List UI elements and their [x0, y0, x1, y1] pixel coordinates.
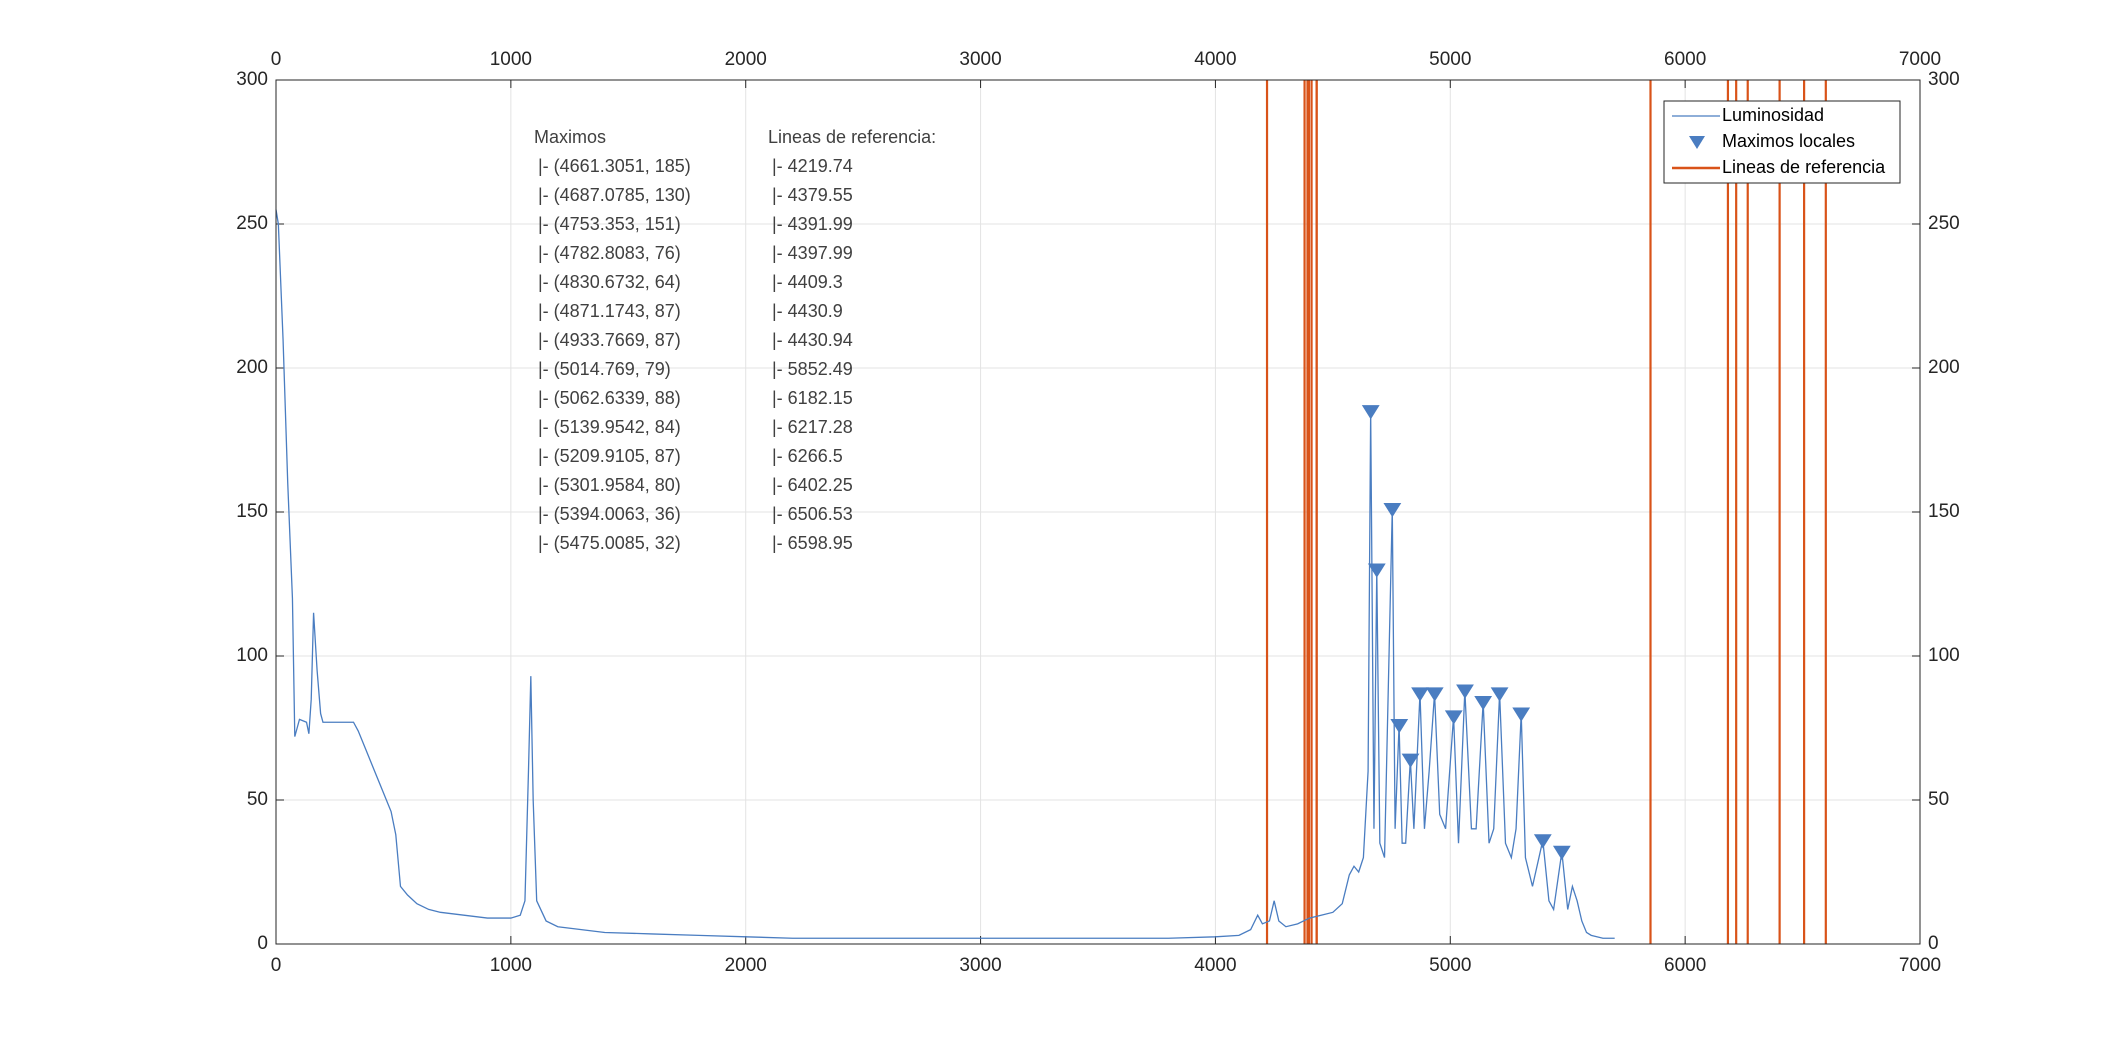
- max-marker: [1361, 405, 1380, 420]
- x-tick-label-top: 4000: [1194, 49, 1236, 70]
- x-tick-label: 3000: [959, 955, 1001, 976]
- x-tick-label: 4000: [1194, 955, 1236, 976]
- x-tick-label-top: 6000: [1664, 49, 1706, 70]
- y-tick-label-right: 150: [1928, 501, 1960, 522]
- legend-marker: [1689, 136, 1705, 149]
- annotation-line: |- (4753.353, 151): [538, 214, 681, 234]
- annotation-line: |- (4871.1743, 87): [538, 301, 681, 321]
- x-tick-label: 6000: [1664, 955, 1706, 976]
- annotation-line: |- (5062.6339, 88): [538, 388, 681, 408]
- x-tick-label: 0: [271, 955, 282, 976]
- legend-label: Lineas de referencia: [1722, 157, 1886, 177]
- annotation-line: |- 5852.49: [772, 359, 853, 379]
- y-tick-label: 100: [236, 645, 268, 666]
- y-tick-label: 250: [236, 213, 268, 234]
- annotation-line: |- 4391.99: [772, 214, 853, 234]
- max-marker: [1390, 719, 1409, 734]
- y-tick-label: 200: [236, 357, 268, 378]
- axes-box: [275, 79, 1921, 945]
- annotation-line: |- (4687.0785, 130): [538, 185, 691, 205]
- annotation-line: |- (5209.9105, 87): [538, 446, 681, 466]
- x-tick-label-top: 0: [271, 49, 282, 70]
- annotation-line: |- 4409.3: [772, 272, 843, 292]
- annotation-line: |- 6266.5: [772, 446, 843, 466]
- y-tick-label-right: 50: [1928, 789, 1949, 810]
- annotation-line: |- (5301.9584, 80): [538, 475, 681, 495]
- y-tick-label: 0: [257, 933, 268, 954]
- max-marker: [1444, 710, 1463, 725]
- annotation-line: |- 4430.94: [772, 330, 853, 350]
- max-marker: [1474, 695, 1493, 711]
- y-tick-label: 50: [247, 789, 268, 810]
- annotation-line: |- 6598.95: [772, 533, 853, 553]
- max-marker: [1490, 687, 1509, 702]
- annotation-line: |- 4430.9: [772, 301, 843, 321]
- annotation-line: |- (4830.6732, 64): [538, 272, 681, 292]
- max-marker: [1411, 687, 1429, 702]
- annotation-line: |- (5139.9542, 84): [538, 417, 681, 437]
- max-marker: [1512, 707, 1531, 722]
- annotation-line: |- (5475.0085, 32): [538, 533, 681, 553]
- max-marker: [1425, 687, 1444, 702]
- max-marker: [1533, 834, 1552, 849]
- y-tick-label-right: 250: [1928, 213, 1960, 234]
- max-marker: [1401, 753, 1420, 768]
- annotation-line: |- (5394.0063, 36): [538, 504, 681, 524]
- annotation-line: |- 4219.74: [772, 156, 853, 176]
- annotation-line: |- 6506.53: [772, 504, 853, 524]
- x-tick-label: 7000: [1899, 955, 1941, 976]
- annotation-line: |- 4379.55: [772, 185, 853, 205]
- x-tick-label-top: 5000: [1429, 49, 1471, 70]
- max-marker: [1456, 684, 1474, 699]
- annotation-line: |- (4661.3051, 185): [538, 156, 691, 176]
- x-tick-label-top: 2000: [725, 49, 767, 70]
- x-tick-label-top: 1000: [490, 49, 532, 70]
- legend-label: Maximos locales: [1722, 131, 1855, 151]
- annotation-line: |- (4933.7669, 87): [538, 330, 681, 350]
- annotation-line: |- 6402.25: [772, 475, 853, 495]
- legend-box: [1663, 100, 1901, 184]
- y-tick-label: 150: [236, 501, 268, 522]
- legend-label: Luminosidad: [1722, 105, 1824, 125]
- y-tick-label-right: 0: [1928, 933, 1939, 954]
- max-marker: [1383, 503, 1402, 518]
- y-tick-label-right: 100: [1928, 645, 1960, 666]
- x-tick-label-top: 7000: [1899, 49, 1941, 70]
- y-tick-label-right: 300: [1928, 69, 1960, 90]
- annotation-line: |- 6182.15: [772, 388, 853, 408]
- annotation-line: |- (4782.8083, 76): [538, 243, 681, 263]
- annotation-line: |- 6217.28: [772, 417, 853, 437]
- x-tick-label: 1000: [490, 955, 532, 976]
- x-tick-label: 5000: [1429, 955, 1471, 976]
- y-tick-label: 300: [236, 69, 268, 90]
- luminosity-line: [275, 209, 1615, 939]
- annotation-title: Lineas de referencia:: [768, 127, 936, 147]
- max-marker: [1552, 845, 1571, 860]
- y-tick-label-right: 200: [1928, 357, 1960, 378]
- annotation-title: Maximos: [534, 127, 606, 147]
- annotation-line: |- (5014.769, 79): [538, 359, 671, 379]
- x-tick-label: 2000: [725, 955, 767, 976]
- max-marker: [1367, 563, 1386, 578]
- x-tick-label-top: 3000: [959, 49, 1001, 70]
- annotation-line: |- 4397.99: [772, 243, 853, 263]
